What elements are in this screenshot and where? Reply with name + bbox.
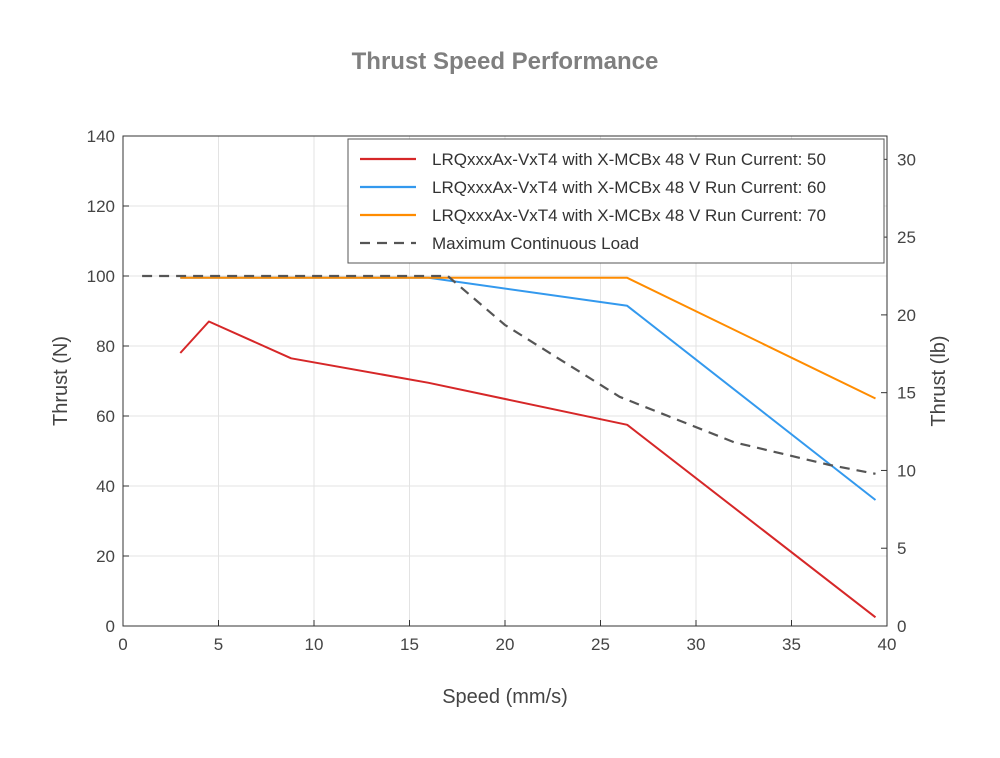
y-tick-label: 120 [87,197,115,216]
series-line-1 [179,320,877,619]
axis-ticks: 0 5 10 15 20 25 30 35 40020406080100120140051015… [87,127,916,654]
legend-label: LRQxxxAx-VxT4 with X-MCBx 48 V Run Curre… [432,178,826,197]
series-line-4 [142,274,876,475]
y2-axis-label: Thrust (lb) [928,335,950,426]
y2-tick-label: 25 [897,228,916,247]
legend-label: LRQxxxAx-VxT4 with X-MCBx 48 V Run Curre… [432,150,826,169]
x-axis-label: Speed (mm/s) [442,686,568,708]
x-tick-label: 25 [591,635,610,654]
x-tick-label: 35 [782,635,801,654]
y-tick-label: 40 [96,477,115,496]
chart-title: Thrust Speed Performance [352,48,659,75]
y-tick-label: 60 [96,407,115,426]
y-tick-label: 140 [87,127,115,146]
series-line-2 [180,276,877,501]
y2-tick-label: 20 [897,306,916,325]
y-axis-label: Thrust (N) [50,336,72,426]
y2-tick-label: 30 [897,150,916,169]
x-tick-label: 5 [214,635,223,654]
series-lines [142,274,877,619]
x-tick-label: 30 [687,635,706,654]
legend-label: LRQxxxAx-VxT4 with X-MCBx 48 V Run Curre… [432,206,826,225]
y-tick-label: 100 [87,267,115,286]
x-tick-label: 20 [496,635,515,654]
x-tick-label: 15 [400,635,419,654]
series-line-3 [180,276,876,400]
y-tick-label: 0 [106,617,115,636]
legend-label: Maximum Continuous Load [432,234,639,253]
legend: LRQxxxAx-VxT4 with X-MCBx 48 V Run Curre… [347,138,885,264]
x-tick-label: 40 [878,635,897,654]
y2-tick-label: 15 [897,384,916,403]
x-tick-label: 0 [118,635,127,654]
y-tick-label: 80 [96,337,115,356]
y2-tick-label: 5 [897,539,906,558]
legend-box [347,138,885,264]
x-tick-label: 10 [305,635,324,654]
y2-tick-label: 0 [897,617,906,636]
y2-tick-label: 10 [897,461,916,480]
y-tick-label: 20 [96,547,115,566]
